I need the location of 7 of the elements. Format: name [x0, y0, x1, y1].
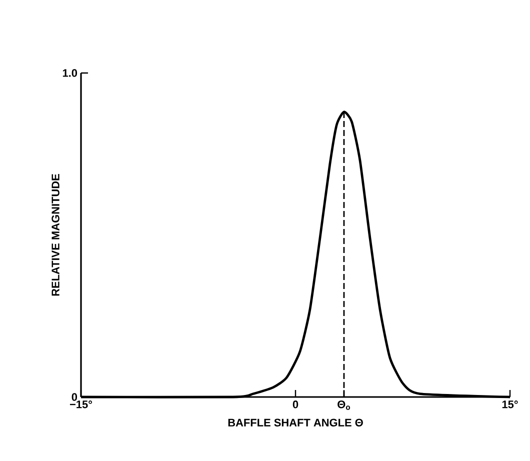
y-tick-label: 1.0 [62, 69, 78, 77]
x-tick-label: −15° [70, 400, 92, 408]
x-tick-label: 0 [292, 400, 298, 408]
x-axis-title: BAFFLE SHAFT ANGLE Θ [228, 418, 363, 426]
x-tick-label: Θ$_{o}$ [338, 400, 350, 410]
y-axis-title: RELATIVE MAGNITUDE [52, 174, 60, 296]
x-tick-label: 15° [502, 400, 518, 408]
